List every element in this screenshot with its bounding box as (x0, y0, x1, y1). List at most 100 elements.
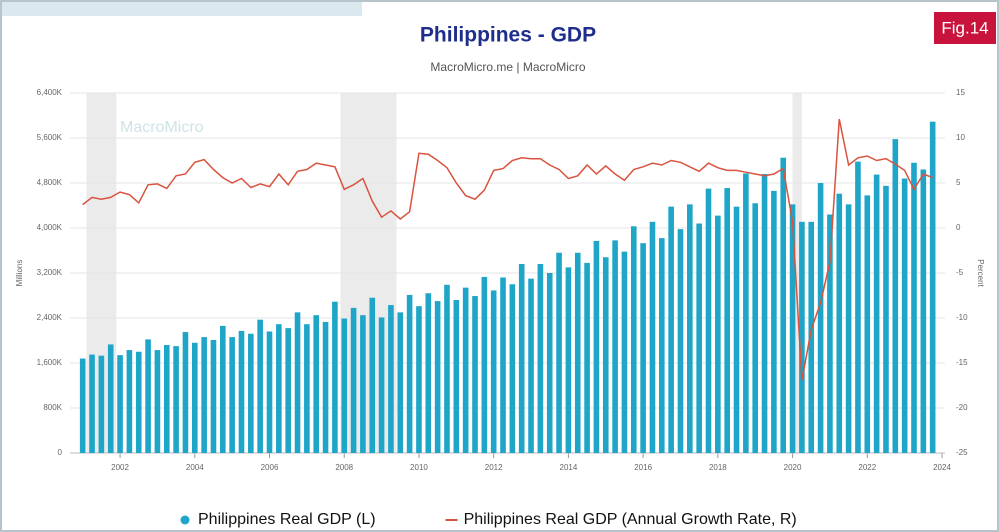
bar (350, 307, 357, 453)
bar (276, 324, 282, 453)
bar (705, 188, 712, 453)
bar (434, 301, 441, 453)
bar (360, 315, 366, 453)
bar (107, 344, 114, 453)
y2-tick-label: 0 (956, 223, 961, 232)
bar (173, 346, 179, 453)
bar (248, 333, 254, 453)
bar (154, 350, 161, 453)
bar (191, 342, 198, 453)
bar (388, 305, 394, 453)
bar (827, 214, 833, 453)
bar (668, 206, 674, 453)
y2-axis-label: Percent (976, 259, 985, 287)
bar (659, 238, 665, 453)
bar (322, 321, 329, 453)
bar (649, 221, 656, 453)
bar (397, 312, 404, 453)
bar (369, 297, 376, 453)
bar (565, 267, 572, 453)
y-tick-label: 0 (58, 448, 63, 457)
bar (901, 178, 908, 453)
bar (602, 257, 609, 453)
x-tick-label: 2014 (560, 463, 578, 472)
bar (761, 174, 768, 453)
bar (873, 174, 880, 453)
bar (416, 306, 422, 453)
y-axis-label: Millions (15, 260, 24, 287)
x-tick-label: 2008 (335, 463, 353, 472)
badge-bg (934, 12, 996, 44)
bar (518, 264, 525, 453)
bar (864, 195, 871, 453)
bar (780, 157, 787, 453)
bar (285, 328, 291, 453)
x-tick-label: 2010 (410, 463, 428, 472)
bar (163, 345, 170, 453)
x-tick-label: 2006 (261, 463, 279, 472)
y2-tick-label: 15 (956, 88, 965, 97)
bar (313, 315, 320, 453)
bar (266, 331, 273, 453)
y-tick-label: 800K (43, 403, 62, 412)
bar (98, 355, 105, 453)
chart-subtitle: MacroMicro.me | MacroMicro (430, 60, 585, 74)
legend-label: Philippines Real GDP (L) (198, 511, 376, 528)
y-tick-label: 4,800K (37, 178, 63, 187)
x-tick-label: 2018 (709, 463, 727, 472)
bar (892, 139, 899, 453)
bar (743, 173, 749, 453)
bar (406, 294, 413, 453)
bar (453, 300, 460, 453)
bar (799, 221, 805, 453)
bar (378, 317, 385, 453)
y2-tick-label: 5 (956, 178, 961, 187)
y2-tick-label: -15 (956, 358, 968, 367)
bar (733, 206, 740, 453)
bar (472, 296, 478, 453)
y-tick-label: 1,600K (37, 358, 63, 367)
x-tick-label: 2020 (784, 463, 802, 472)
y2-tick-label: -10 (956, 313, 968, 322)
x-tick-label: 2016 (634, 463, 652, 472)
bar (220, 325, 226, 453)
bar (752, 203, 759, 453)
bar (210, 339, 217, 453)
y-tick-label: 4,000K (37, 223, 63, 232)
header-strip (2, 2, 362, 16)
bar (462, 287, 469, 453)
legend-marker (180, 515, 190, 525)
bar (490, 290, 497, 453)
bar (182, 332, 189, 453)
bar (481, 276, 488, 453)
bar (238, 330, 245, 453)
bar (528, 278, 534, 453)
bar (621, 251, 628, 453)
watermark: MacroMicro (120, 119, 204, 136)
x-tick-label: 2002 (111, 463, 129, 472)
bar (556, 252, 562, 453)
bar (929, 121, 936, 453)
y-tick-label: 2,400K (37, 313, 63, 322)
bar (836, 193, 843, 453)
bar (808, 221, 815, 453)
bar (425, 293, 432, 453)
bar (715, 215, 721, 453)
bar (845, 204, 852, 453)
bar (332, 301, 338, 453)
bar (789, 204, 796, 453)
y-tick-label: 5,600K (37, 133, 63, 142)
badge: Fig.14 (941, 18, 988, 37)
bar (724, 188, 730, 453)
bar (126, 350, 133, 453)
bar (500, 277, 506, 453)
bar (584, 262, 590, 453)
bar (135, 351, 142, 453)
bar (444, 284, 450, 453)
x-tick-label: 2024 (933, 463, 951, 472)
bar (229, 337, 235, 453)
bar (341, 318, 348, 453)
bar (855, 161, 861, 453)
y2-tick-label: -25 (956, 448, 968, 457)
bar (883, 185, 889, 453)
